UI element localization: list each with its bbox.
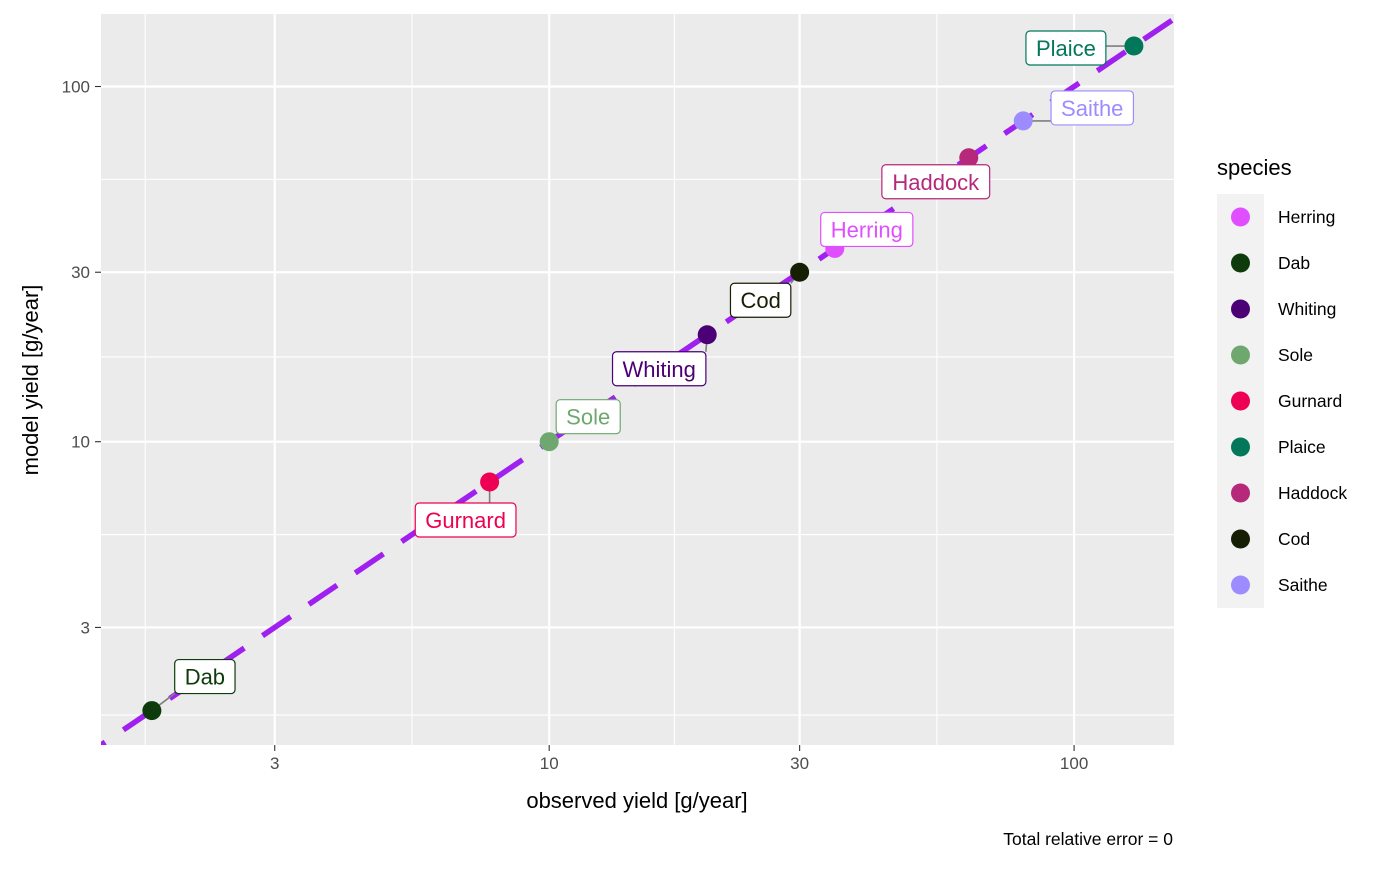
y-tick-label: 3 <box>81 618 90 637</box>
point-label-plaice: Plaice <box>1025 30 1107 66</box>
legend-key-haddock <box>1231 483 1250 503</box>
legend-key-cod <box>1231 529 1250 549</box>
legend-label-whiting: Whiting <box>1278 299 1336 319</box>
point-label-text: Dab <box>185 665 225 690</box>
legend-key-sole <box>1231 345 1250 365</box>
legend-key-herring <box>1231 207 1250 227</box>
point-label-text: Herring <box>831 217 903 242</box>
legend-label-herring: Herring <box>1278 207 1335 227</box>
point-label-gurnard: Gurnard <box>414 502 517 538</box>
point-label-box <box>820 211 914 248</box>
point-haddock <box>959 148 979 168</box>
legend-label-plaice: Plaice <box>1278 437 1326 457</box>
point-label-box <box>555 399 621 435</box>
point-label-text: Whiting <box>623 357 696 382</box>
point-label-text: Gurnard <box>425 508 506 533</box>
point-whiting <box>697 325 717 345</box>
legend-label-dab: Dab <box>1278 253 1310 273</box>
legend-items: Herring Dab Whiting Sole Gurnard Plaice Haddoc… <box>1231 207 1347 595</box>
x-tick-label: 3 <box>270 754 279 773</box>
point-label-text: Saithe <box>1061 96 1123 121</box>
legend-key-gurnard <box>1231 391 1250 411</box>
point-cod <box>790 262 810 282</box>
legend-key-saithe <box>1231 575 1250 595</box>
point-label-box <box>174 658 236 695</box>
point-gurnard <box>480 472 500 492</box>
legend-label-saithe: Saithe <box>1278 575 1328 595</box>
point-label-box <box>729 282 792 318</box>
legend-label-gurnard: Gurnard <box>1278 391 1342 411</box>
point-label-dab: Dab <box>174 658 236 695</box>
point-label-box <box>611 351 707 387</box>
legend-title: species <box>1217 155 1292 180</box>
x-tick-label: 10 <box>540 754 559 773</box>
point-labels: Herring Dab Whiting Sole Gurnard Plaice Haddoc… <box>174 30 1135 695</box>
axes: 3 10 30 100 3 10 30 100 <box>62 78 1089 773</box>
y-tick-label: 100 <box>62 78 90 97</box>
data-points <box>142 36 1144 721</box>
legend-key-plaice <box>1231 437 1250 457</box>
y-tick-label: 10 <box>71 433 90 452</box>
point-label-text: Plaice <box>1036 36 1096 61</box>
point-label-box <box>1050 90 1135 126</box>
point-label-text: Cod <box>740 288 780 313</box>
point-label-box <box>414 502 517 538</box>
legend-key-dab <box>1231 253 1250 273</box>
legend-key-whiting <box>1231 299 1250 319</box>
point-label-text: Haddock <box>892 170 980 195</box>
point-label-cod: Cod <box>729 282 792 318</box>
point-label-box <box>881 164 991 200</box>
legend-label-sole: Sole <box>1278 345 1313 365</box>
x-axis-title: observed yield [g/year] <box>526 788 747 813</box>
x-tick-label: 100 <box>1060 754 1088 773</box>
point-label-text: Sole <box>566 405 610 430</box>
legend: species Herring Dab Whiting Sole Gurnard Plai… <box>1217 155 1347 608</box>
point-label-haddock: Haddock <box>881 164 991 200</box>
y-axis-title: model yield [g/year] <box>18 285 43 476</box>
point-label-whiting: Whiting <box>611 351 707 387</box>
grid-lines <box>101 14 1174 745</box>
x-tick-label: 30 <box>790 754 809 773</box>
point-sole <box>539 432 559 452</box>
point-label-sole: Sole <box>555 399 621 435</box>
point-dab <box>142 701 162 721</box>
point-label-herring: Herring <box>820 211 914 248</box>
point-label-box <box>1025 30 1107 66</box>
point-saithe <box>1013 111 1033 131</box>
legend-label-cod: Cod <box>1278 529 1310 549</box>
legend-label-haddock: Haddock <box>1278 483 1347 503</box>
point-label-saithe: Saithe <box>1050 90 1135 126</box>
point-plaice <box>1124 36 1144 56</box>
y-tick-label: 30 <box>71 263 90 282</box>
caption-total-relative-error: Total relative error = 0 <box>1003 829 1173 849</box>
